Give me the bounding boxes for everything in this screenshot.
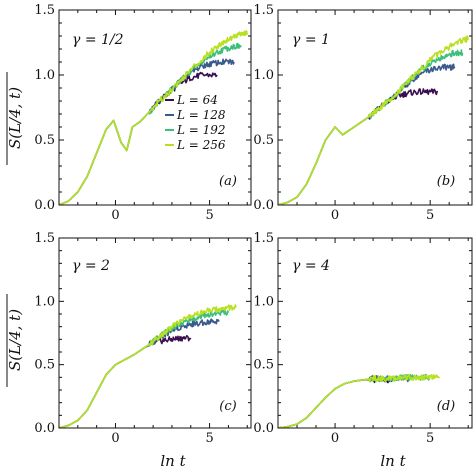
x-tick-label: 0 bbox=[331, 431, 339, 446]
x-axis-label-right: ln t bbox=[380, 452, 406, 470]
legend-entry: L = 128 bbox=[176, 108, 226, 122]
y-tick-label: 0.0 bbox=[253, 198, 274, 213]
y-tick-label: 1.0 bbox=[34, 294, 55, 309]
gamma-label: γ = 1 bbox=[292, 32, 330, 48]
series-line-l256 bbox=[278, 373, 440, 428]
gamma-label: γ = 4 bbox=[292, 258, 330, 274]
y-axis-label-text-top: S(L/4, t) bbox=[6, 87, 24, 149]
series-line-l192 bbox=[59, 309, 230, 428]
y-tick-label: 0.5 bbox=[34, 133, 55, 148]
x-tick-label: 5 bbox=[426, 431, 434, 446]
series-line-l128 bbox=[59, 318, 220, 428]
x-tick-label: 5 bbox=[426, 208, 434, 223]
y-tick-label: 1.5 bbox=[253, 231, 274, 246]
y-tick-label: 1.0 bbox=[34, 68, 55, 83]
y-tick-label: 0.5 bbox=[253, 358, 274, 373]
y-tick-label: 1.5 bbox=[34, 231, 55, 246]
legend-entry: L = 256 bbox=[176, 138, 226, 152]
x-axis-label-left: ln t bbox=[160, 452, 186, 470]
series-line-l256 bbox=[59, 304, 237, 428]
panel-tag: (d) bbox=[437, 399, 455, 414]
y-tick-label: 0.5 bbox=[253, 133, 274, 148]
series-line-l64 bbox=[278, 376, 393, 428]
y-tick-label: 1.0 bbox=[253, 294, 274, 309]
x-tick-label: 0 bbox=[111, 431, 119, 446]
panel-tag: (a) bbox=[219, 174, 237, 189]
y-axis-label-top: S(L/4, t) bbox=[6, 87, 24, 149]
panel-frame bbox=[58, 237, 252, 429]
y-axis-label-bottom: S(L/4, t) bbox=[6, 309, 24, 371]
panel-tag: (c) bbox=[219, 399, 236, 414]
y-tick-label: 1.5 bbox=[34, 3, 55, 18]
panel-d: 0.0 0.5 1.0 1.5 0 5 γ = 4 (d) bbox=[253, 231, 473, 446]
series-line-l128 bbox=[278, 63, 456, 205]
x-tick-label: 5 bbox=[205, 208, 213, 223]
panel-b: 0.0 0.5 1.0 1.5 0 5 γ = 1 (b) bbox=[253, 3, 473, 223]
y-tick-label: 0.5 bbox=[34, 358, 55, 373]
y-tick-label: 0.0 bbox=[253, 421, 274, 436]
panel-frame bbox=[58, 9, 252, 206]
panels: 0.0 0.5 1.0 1.5 0 5 γ = 1/2 (a) 0.0 0.5 1.0 1.5 0 5 γ … bbox=[34, 3, 473, 446]
series-line-l256 bbox=[59, 30, 248, 205]
y-tick-label: 1.0 bbox=[253, 68, 274, 83]
x-tick-label: 0 bbox=[331, 208, 339, 223]
y-tick-label: 0.0 bbox=[34, 421, 55, 436]
panel-tag: (b) bbox=[437, 174, 455, 189]
gamma-label: γ = 1/2 bbox=[72, 32, 124, 48]
legend-entry: L = 192 bbox=[176, 123, 226, 137]
y-tick-label: 0.0 bbox=[34, 198, 55, 213]
panel-frame bbox=[277, 9, 473, 206]
series-line-l256 bbox=[278, 35, 469, 205]
x-tick-label: 5 bbox=[205, 431, 213, 446]
legend-entry: L = 64 bbox=[176, 93, 218, 107]
y-axis-label-text-bottom: S(L/4, t) bbox=[6, 309, 24, 371]
series-line-l192 bbox=[278, 49, 464, 205]
x-tick-label: 0 bbox=[111, 208, 119, 223]
series-line-l64 bbox=[278, 88, 439, 205]
gamma-label: γ = 2 bbox=[72, 258, 110, 274]
series-line-l192 bbox=[278, 373, 431, 428]
series-line-l64 bbox=[59, 335, 192, 428]
y-tick-label: 1.5 bbox=[253, 3, 274, 18]
panel-frame bbox=[277, 237, 473, 429]
panel-a: 0.0 0.5 1.0 1.5 0 5 γ = 1/2 (a) bbox=[34, 3, 252, 223]
panel-c: 0.0 0.5 1.0 1.5 0 5 γ = 2 (c) bbox=[34, 231, 252, 446]
